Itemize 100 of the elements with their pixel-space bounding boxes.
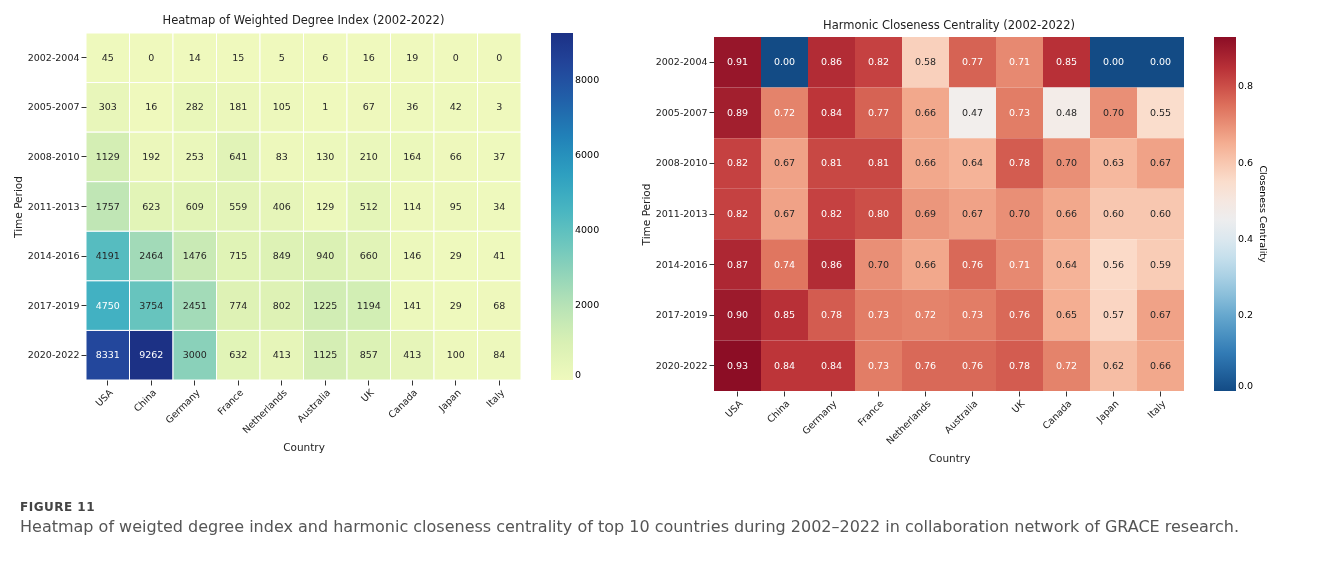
- y-tick-label: 2002-2004: [27, 51, 80, 63]
- data-label: 1125: [313, 349, 338, 361]
- data-label: 4191: [95, 250, 120, 262]
- data-label: 130: [316, 150, 335, 162]
- data-label: 0.60: [1102, 208, 1125, 219]
- data-label: 559: [229, 200, 248, 212]
- data-label: 0.73: [867, 359, 890, 371]
- y-tick-label: 2008-2010: [655, 157, 708, 169]
- data-label: 0.84: [820, 106, 843, 118]
- x-tick-label: USA: [722, 397, 745, 420]
- data-label: 0.56: [1102, 258, 1125, 270]
- data-label: 413: [403, 349, 422, 361]
- data-label: 0.55: [1149, 106, 1172, 118]
- x-axis-title: Country: [283, 441, 325, 454]
- data-label: 774: [229, 299, 248, 311]
- data-label: 0.66: [1055, 208, 1078, 219]
- data-label: 660: [359, 250, 378, 262]
- data-label: 0.84: [820, 359, 843, 371]
- data-label: 83: [275, 150, 288, 162]
- data-label: 0.71: [1008, 258, 1031, 270]
- data-label: 67: [362, 101, 375, 113]
- data-label: 0.72: [1055, 359, 1078, 371]
- data-label: 141: [403, 299, 422, 311]
- data-label: 0: [148, 51, 155, 63]
- y-tick-label: 2014-2016: [27, 250, 80, 262]
- data-label: 0.91: [726, 56, 749, 68]
- data-label: 0.59: [1149, 258, 1172, 270]
- data-label: 1476: [182, 250, 207, 262]
- data-label: 41: [493, 250, 506, 262]
- data-label: 4750: [95, 299, 120, 311]
- data-label: 105: [272, 101, 291, 113]
- data-label: 114: [403, 200, 422, 212]
- data-label: 0.81: [820, 157, 843, 169]
- data-label: 0.90: [726, 309, 749, 321]
- data-label: 34: [493, 200, 506, 212]
- data-label: 68: [493, 299, 506, 311]
- data-label: 0.67: [961, 208, 984, 219]
- data-label: 37: [493, 150, 506, 162]
- data-label: 0.69: [914, 208, 937, 219]
- data-label: 1194: [356, 299, 381, 311]
- data-label: 0.86: [820, 56, 843, 68]
- data-label: 2451: [182, 299, 207, 311]
- data-label: 15: [232, 51, 245, 63]
- data-label: 0.66: [1149, 359, 1172, 371]
- color-bar-label: 0.4: [1238, 232, 1254, 244]
- color-bar-label: 0.8: [1238, 80, 1254, 92]
- data-label: 0.80: [867, 208, 890, 219]
- y-tick-label: 2005-2007: [27, 101, 80, 113]
- data-label: 0.70: [1008, 208, 1031, 219]
- data-label: 623: [142, 200, 161, 212]
- data-label: 0.77: [961, 56, 984, 68]
- data-label: 609: [185, 200, 204, 212]
- color-bar-label: 0.0: [1238, 380, 1254, 391]
- data-label: 6: [322, 51, 329, 63]
- data-label: 210: [359, 150, 378, 162]
- data-label: 0.70: [1102, 106, 1125, 118]
- data-label: 0.47: [961, 106, 984, 118]
- data-label: 0.77: [867, 106, 890, 118]
- data-label: 95: [449, 200, 462, 212]
- data-label: 0.70: [1055, 157, 1078, 169]
- data-label: 129: [316, 200, 335, 212]
- data-label: 849: [272, 250, 291, 262]
- data-label: 0.73: [867, 309, 890, 321]
- data-label: 0.78: [1008, 359, 1031, 371]
- data-label: 715: [229, 250, 248, 262]
- data-label: 19: [406, 51, 419, 63]
- data-label: 0.64: [1055, 258, 1078, 270]
- y-tick-label: 2005-2007: [655, 106, 708, 118]
- data-label: 0.82: [726, 208, 749, 219]
- data-label: 0.62: [1102, 359, 1125, 371]
- data-label: 0.64: [961, 157, 984, 169]
- data-label: 3: [496, 101, 503, 113]
- data-label: 0.66: [914, 258, 937, 270]
- data-label: 0.00: [773, 56, 796, 68]
- color-bar-title: Closeness Centrality: [1258, 165, 1269, 263]
- data-label: 0.70: [867, 258, 890, 270]
- y-tick-label: 2008-2010: [27, 150, 80, 162]
- data-label: 0.76: [961, 258, 984, 270]
- y-tick-label: 2011-2013: [655, 208, 708, 219]
- color-bar-label: 2000: [575, 299, 600, 311]
- data-label: 0.63: [1102, 157, 1125, 169]
- data-label: 0.48: [1055, 106, 1078, 118]
- data-label: 0.82: [867, 56, 890, 68]
- data-label: 0.86: [820, 258, 843, 270]
- data-label: 0.67: [1149, 157, 1172, 169]
- data-label: 0.93: [726, 359, 749, 371]
- data-label: 29: [449, 299, 462, 311]
- data-label: 0.85: [773, 309, 796, 321]
- data-label: 0.72: [914, 309, 937, 321]
- data-label: 0.66: [914, 157, 937, 169]
- data-label: 282: [185, 101, 204, 113]
- data-label: 0.00: [1102, 56, 1125, 68]
- y-axis-title: Time Period: [639, 183, 652, 247]
- data-label: 0.89: [726, 106, 749, 118]
- data-label: 164: [403, 150, 422, 162]
- color-bar-label: 8000: [575, 74, 600, 86]
- x-axis-title: Country: [928, 452, 971, 465]
- y-tick-label: 2011-2013: [27, 200, 80, 212]
- data-label: 0.76: [1008, 309, 1031, 321]
- data-label: 632: [229, 349, 248, 361]
